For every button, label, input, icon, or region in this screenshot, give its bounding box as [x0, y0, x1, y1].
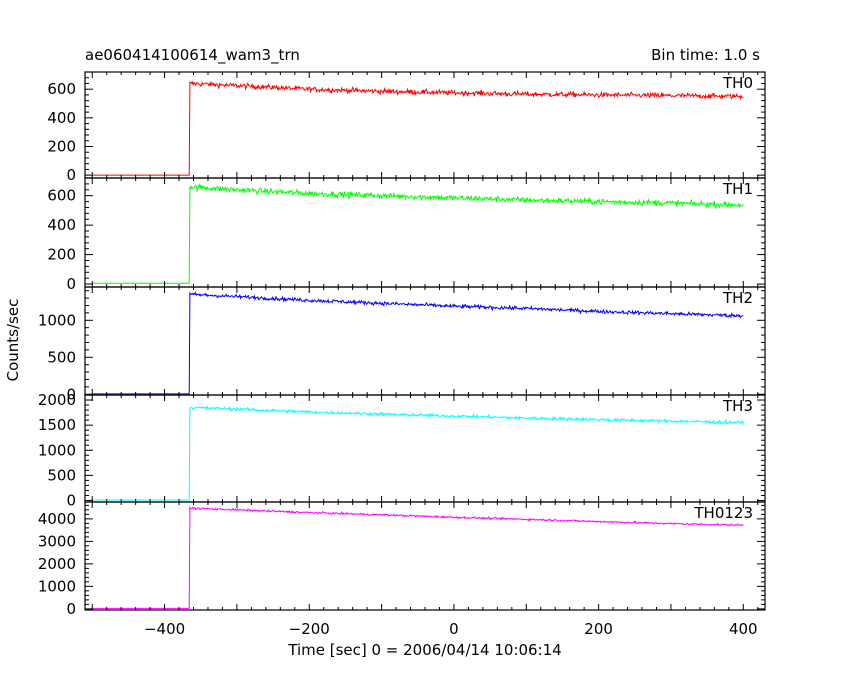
- y-tick-label: 4000: [38, 510, 76, 528]
- y-axis-label: Counts/sec: [4, 299, 22, 382]
- y-tick-label: 2000: [38, 555, 76, 573]
- panel-frame: [84, 286, 766, 396]
- header-right-title: Bin time: 1.0 s: [651, 46, 760, 64]
- panel-frame: [84, 501, 766, 611]
- y-tick-label: 3000: [38, 532, 76, 550]
- y-tick-label: 0: [66, 385, 76, 403]
- y-tick-label: 1000: [38, 441, 76, 459]
- y-tick-label: 1000: [38, 311, 76, 329]
- series-line-th3: [92, 405, 744, 501]
- y-tick-label: 0: [66, 275, 76, 293]
- y-tick-label: 200: [47, 246, 76, 264]
- panel-th0: 0 200 400 600 TH0: [47, 71, 766, 184]
- y-tick-label: 1500: [38, 416, 76, 434]
- panels-group: 0 200 400 600 TH0 0 200 400 600 TH1 0 500 1000 TH2 0 50…: [38, 71, 766, 618]
- y-tick-label: 1000: [38, 577, 76, 595]
- x-tick-label: 400: [729, 620, 758, 638]
- panel-th3: 0 500 1000 1500 2000 TH3: [38, 391, 766, 509]
- y-tick-label: 0: [66, 600, 76, 618]
- y-tick-label: 600: [47, 80, 76, 98]
- series-line-th1: [92, 182, 744, 284]
- y-tick-label: 400: [47, 109, 76, 127]
- x-tick-label: 0: [449, 620, 459, 638]
- panel-frame: [84, 394, 766, 503]
- series-line-th0123: [92, 505, 744, 609]
- panel-label-th0123: TH0123: [693, 504, 753, 522]
- x-tick-label: 200: [584, 620, 613, 638]
- y-tick-label: 0: [66, 491, 76, 509]
- y-tick-label: 200: [47, 137, 76, 155]
- panel-frame: [84, 71, 766, 179]
- panel-label-th1: TH1: [722, 180, 753, 198]
- series-line-th0: [92, 80, 744, 176]
- y-tick-label: 0: [66, 166, 76, 184]
- y-tick-label: 500: [47, 466, 76, 484]
- x-tick-label: −400: [144, 620, 185, 638]
- panel-label-th2: TH2: [722, 289, 753, 307]
- y-tick-label: 2000: [38, 391, 76, 409]
- panel-th0123: 0 1000 2000 3000 4000 TH0123: [38, 501, 766, 618]
- y-tick-label: 600: [47, 187, 76, 205]
- panel-th2: 0 500 1000 TH2: [38, 286, 766, 403]
- series-line-th2: [92, 291, 744, 395]
- x-axis: −400 −200 0 200 400: [144, 620, 758, 638]
- panel-th1: 0 200 400 600 TH1: [47, 177, 766, 293]
- panel-label-th3: TH3: [722, 397, 753, 415]
- x-tick-label: −200: [289, 620, 330, 638]
- y-tick-label: 400: [47, 216, 76, 234]
- panel-label-th0: TH0: [722, 74, 753, 92]
- panel-frame: [84, 177, 766, 288]
- header-left-title: ae060414100614_wam3_trn: [85, 46, 300, 65]
- x-axis-label: Time [sec] 0 = 2006/04/14 10:06:14: [287, 641, 561, 659]
- y-tick-label: 500: [47, 348, 76, 366]
